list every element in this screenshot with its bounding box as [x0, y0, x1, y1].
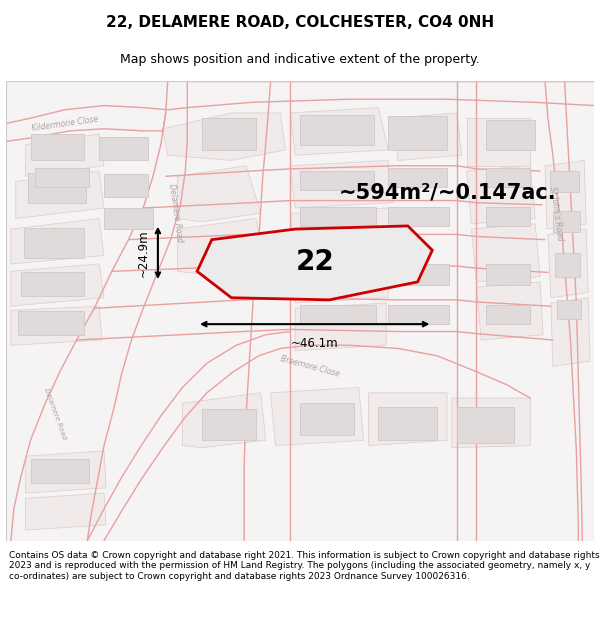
Polygon shape — [548, 229, 588, 298]
Bar — [202, 409, 256, 440]
Bar — [35, 168, 89, 187]
Polygon shape — [467, 166, 535, 224]
Text: 22, DELAMERE ROAD, COLCHESTER, CO4 0NH: 22, DELAMERE ROAD, COLCHESTER, CO4 0NH — [106, 15, 494, 30]
Text: ~594m²/~0.147ac.: ~594m²/~0.147ac. — [339, 182, 557, 202]
Bar — [21, 272, 85, 296]
Polygon shape — [472, 224, 540, 282]
Bar — [300, 171, 373, 190]
Text: Delamere Road: Delamere Road — [167, 183, 184, 243]
Bar — [553, 211, 580, 232]
Bar — [388, 116, 447, 150]
Bar — [202, 118, 256, 150]
Polygon shape — [545, 161, 586, 229]
Bar — [28, 173, 86, 203]
Bar — [300, 403, 354, 435]
Polygon shape — [551, 298, 590, 366]
Polygon shape — [290, 208, 393, 256]
Polygon shape — [26, 451, 106, 493]
Polygon shape — [452, 398, 530, 448]
Text: ~46.1m: ~46.1m — [291, 337, 338, 350]
Polygon shape — [271, 388, 364, 446]
Text: Delamere Road: Delamere Road — [43, 388, 67, 441]
Bar — [388, 168, 447, 187]
Polygon shape — [11, 219, 104, 264]
Bar — [31, 134, 85, 161]
Bar — [388, 264, 449, 285]
Polygon shape — [178, 166, 261, 222]
Bar — [550, 171, 580, 192]
Polygon shape — [295, 256, 388, 303]
Text: ~24.9m: ~24.9m — [137, 229, 150, 277]
Text: Map shows position and indicative extent of the property.: Map shows position and indicative extent… — [120, 53, 480, 66]
Bar — [379, 406, 437, 440]
Polygon shape — [368, 392, 447, 446]
Polygon shape — [290, 107, 388, 155]
Bar — [300, 305, 376, 324]
Text: 22: 22 — [296, 248, 335, 276]
Bar — [300, 264, 379, 285]
Text: Kildermorie Close: Kildermorie Close — [31, 114, 99, 132]
Bar — [457, 406, 514, 444]
Bar — [486, 207, 530, 226]
Bar — [31, 459, 89, 482]
Polygon shape — [26, 493, 106, 530]
Polygon shape — [182, 392, 266, 448]
Bar — [486, 168, 530, 187]
Bar — [23, 228, 85, 258]
Bar — [18, 311, 85, 335]
Polygon shape — [163, 113, 286, 161]
Bar — [99, 138, 148, 161]
Text: Contains OS data © Crown copyright and database right 2021. This information is : Contains OS data © Crown copyright and d… — [9, 551, 599, 581]
Bar — [486, 264, 530, 285]
Polygon shape — [197, 226, 433, 300]
Text: Braemore Close: Braemore Close — [279, 354, 340, 379]
Polygon shape — [393, 113, 462, 161]
Bar — [104, 174, 148, 198]
Polygon shape — [467, 118, 530, 166]
Polygon shape — [11, 306, 102, 345]
Bar — [300, 207, 376, 226]
Bar — [486, 121, 535, 150]
Bar — [300, 115, 373, 144]
Text: St John's Road: St John's Road — [548, 186, 565, 241]
Bar — [557, 300, 581, 319]
Polygon shape — [11, 264, 104, 306]
Polygon shape — [290, 161, 393, 208]
Polygon shape — [476, 282, 543, 340]
Bar — [486, 305, 530, 324]
Polygon shape — [26, 134, 104, 176]
Bar — [388, 305, 449, 324]
Polygon shape — [16, 171, 104, 219]
Bar — [388, 207, 449, 226]
Bar — [555, 253, 580, 277]
Bar — [104, 208, 153, 229]
Polygon shape — [295, 303, 386, 351]
Polygon shape — [178, 219, 266, 274]
